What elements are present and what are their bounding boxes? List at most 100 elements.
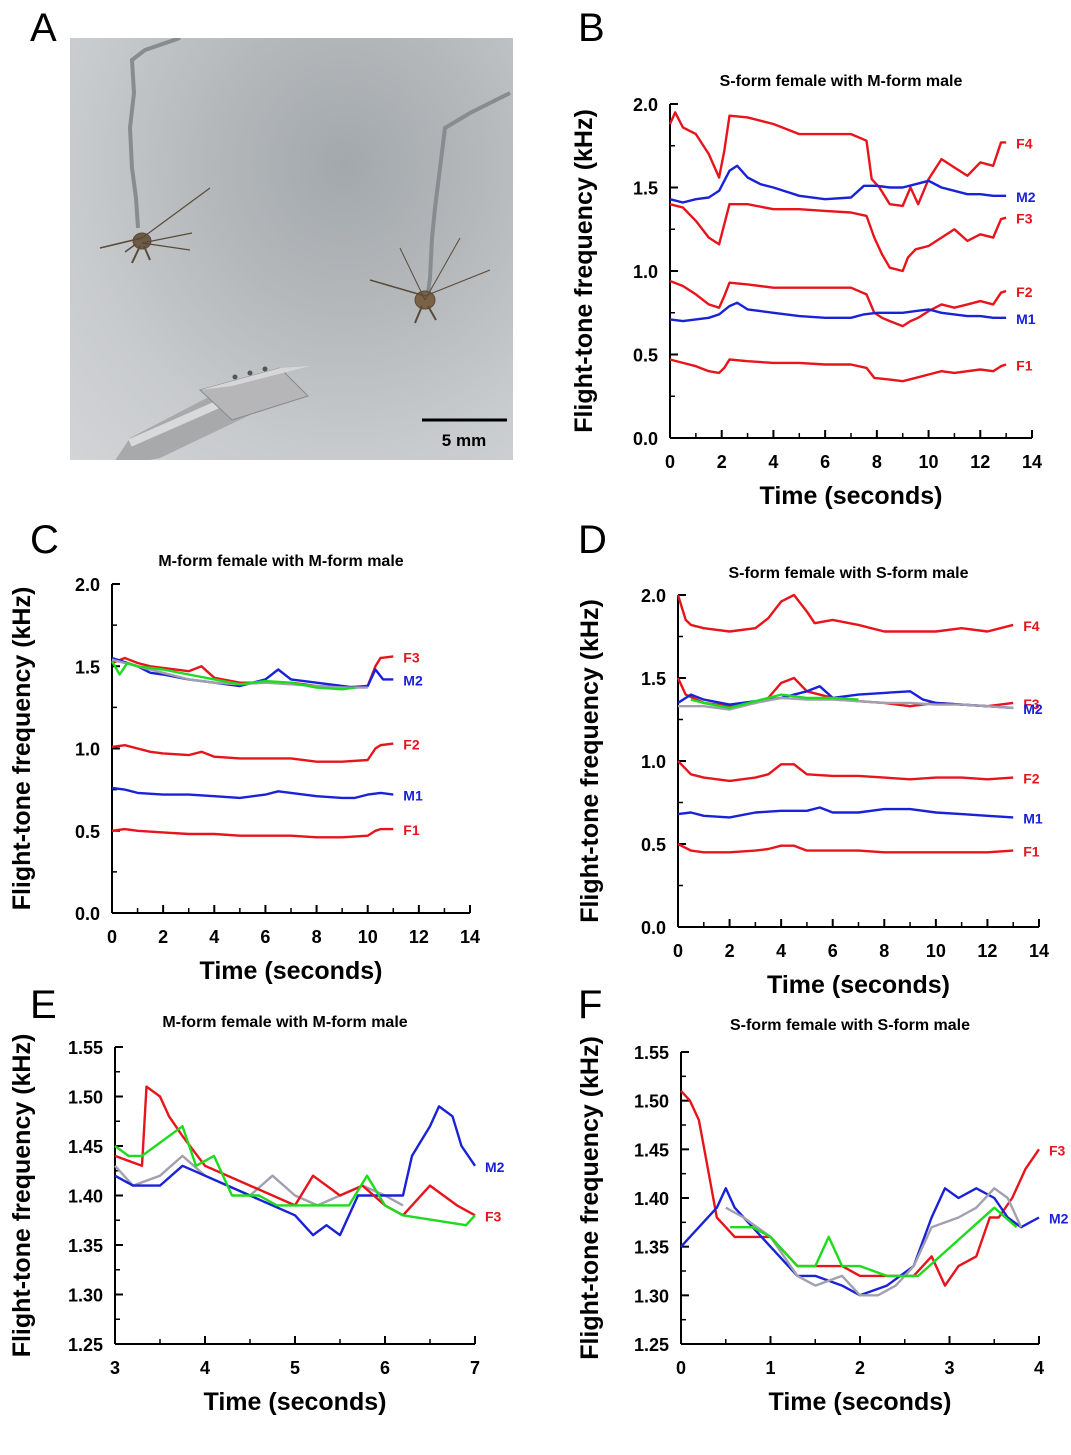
x-tick-label: 4 <box>209 927 219 947</box>
series-label-f3: F3 <box>1049 1142 1066 1158</box>
chart-title: S-form female with S-form male <box>730 1017 970 1034</box>
y-tick-label: 1.5 <box>75 657 100 677</box>
y-tick-label: 0.5 <box>75 822 100 842</box>
panel-label-c: C <box>30 518 59 562</box>
series-line-f1 <box>677 842 1014 854</box>
chart-d: 0 2 4 6 8 10 12 14 0.0 0.5 1.0 1.5 2.0 S-form female … <box>576 565 1049 999</box>
series-line-f1 <box>669 358 1007 383</box>
y-axis-label: Flight-tone frequency (kHz) <box>570 109 598 433</box>
panel-label-a: A <box>30 6 57 50</box>
y-tick-label: 1.25 <box>68 1335 103 1355</box>
y-tick-label: 0.5 <box>633 346 658 366</box>
series-label-f3: F3 <box>485 1208 502 1224</box>
x-tick-label: 14 <box>1029 941 1049 961</box>
y-tick-label: 1.45 <box>634 1140 669 1160</box>
y-tick-label: 2.0 <box>641 586 666 606</box>
chart-title: S-form female with S-form male <box>728 565 968 582</box>
series-label-f4: F4 <box>1023 618 1040 634</box>
series-line-f2 <box>111 742 394 763</box>
series-line-trace-3 <box>730 1206 1018 1278</box>
x-tick-label: 10 <box>358 927 378 947</box>
y-tick-label: 0.0 <box>75 904 100 924</box>
series-line-f1 <box>111 827 394 839</box>
tether-wire-left <box>127 38 181 229</box>
chart-c: 0 2 4 6 8 10 12 14 0.0 0.5 1.0 1.5 2.0 M-form female … <box>8 553 480 985</box>
x-tick-label: 4 <box>200 1358 210 1378</box>
y-axis-label: Flight-tone frequency (kHz) <box>576 599 604 923</box>
series-label-f1: F1 <box>1023 844 1040 860</box>
y-tick-label: 1.5 <box>633 179 658 199</box>
x-tick-label: 7 <box>470 1358 480 1378</box>
series-label-f3: F3 <box>403 649 420 665</box>
x-tick-label: 4 <box>768 452 778 472</box>
series-label-f1: F1 <box>1016 358 1033 374</box>
series-line-f2 <box>677 760 1014 783</box>
x-tick-label: 12 <box>977 941 997 961</box>
y-tick-label: 2.0 <box>75 575 100 595</box>
series-line-trace-3 <box>114 1125 476 1227</box>
x-tick-label: 10 <box>919 452 939 472</box>
y-tick-label: 0.0 <box>641 918 666 938</box>
series-line-trace-2 <box>725 1187 1023 1297</box>
mosquito-left <box>99 187 211 264</box>
y-tick-label: 1.5 <box>641 669 666 689</box>
series-line-f3 <box>676 676 1014 708</box>
y-axis-label: Flight-tone frequency (kHz) <box>8 587 36 911</box>
x-tick-label: 2 <box>158 927 168 947</box>
x-axis-label: Time (seconds) <box>204 1388 387 1416</box>
x-tick-label: 3 <box>110 1358 120 1378</box>
y-tick-label: 1.40 <box>68 1187 103 1207</box>
series-line-m1 <box>111 786 394 800</box>
y-tick-label: 1.25 <box>634 1335 669 1355</box>
y-tick-label: 1.50 <box>68 1088 103 1108</box>
x-tick-label: 12 <box>970 452 990 472</box>
y-tick-label: 1.50 <box>634 1092 669 1112</box>
y-tick-label: 1.45 <box>68 1137 103 1157</box>
x-tick-label: 1 <box>765 1358 775 1378</box>
x-tick-label: 12 <box>409 927 429 947</box>
y-tick-label: 1.35 <box>634 1238 669 1258</box>
series-label-m1: M1 <box>1023 810 1043 826</box>
x-tick-label: 6 <box>380 1358 390 1378</box>
series-line-m1 <box>677 806 1014 819</box>
series-line-trace-4 <box>690 693 859 710</box>
x-tick-label: 8 <box>872 452 882 472</box>
x-axis-label: Time (seconds) <box>769 1388 952 1416</box>
series-line-f4 <box>676 593 1014 633</box>
x-tick-label: 0 <box>676 1358 686 1378</box>
series-label-m2: M2 <box>403 672 423 688</box>
chart-f: 0 1 2 3 4 1.25 1.30 1.35 1.40 1.45 1.50 1.55 S-form … <box>576 1017 1069 1416</box>
series-label-m1: M1 <box>403 788 423 804</box>
x-tick-label: 6 <box>828 941 838 961</box>
panel-label-d: D <box>578 518 607 562</box>
chart-title: M-form female with M-form male <box>158 553 403 570</box>
block-hole <box>247 370 253 376</box>
y-tick-label: 1.0 <box>641 752 666 772</box>
mosquito-photo: 5 mm <box>70 38 513 460</box>
x-tick-label: 6 <box>820 452 830 472</box>
series-line-f4 <box>668 111 1007 208</box>
x-tick-label: 2 <box>725 941 735 961</box>
x-tick-label: 14 <box>1022 452 1042 472</box>
x-tick-label: 4 <box>776 941 786 961</box>
x-axis-label: Time (seconds) <box>767 971 950 999</box>
chart-title: S-form female with M-form male <box>720 73 963 90</box>
x-tick-label: 8 <box>312 927 322 947</box>
series-line-m2 <box>111 656 394 689</box>
x-tick-label: 6 <box>260 927 270 947</box>
series-label-m2: M2 <box>1023 701 1043 717</box>
series-line-f3 <box>669 203 1007 273</box>
x-tick-label: 0 <box>665 452 675 472</box>
chart-b: 0 2 4 6 8 10 12 14 0.0 0.5 1.0 1.5 2.0 S-form female … <box>570 73 1042 510</box>
x-tick-label: 5 <box>290 1358 300 1378</box>
panel-label-b: B <box>578 6 605 50</box>
series-line-trace-6 <box>110 660 356 691</box>
mosquito-photo-drawing: 5 mm <box>99 38 511 460</box>
series-label-m2: M2 <box>1049 1210 1069 1226</box>
x-axis-label: Time (seconds) <box>760 482 943 510</box>
x-axis-label: Time (seconds) <box>200 957 383 985</box>
x-tick-label: 3 <box>944 1358 954 1378</box>
x-tick-label: 14 <box>460 927 480 947</box>
series-line-m2 <box>680 1187 1040 1297</box>
